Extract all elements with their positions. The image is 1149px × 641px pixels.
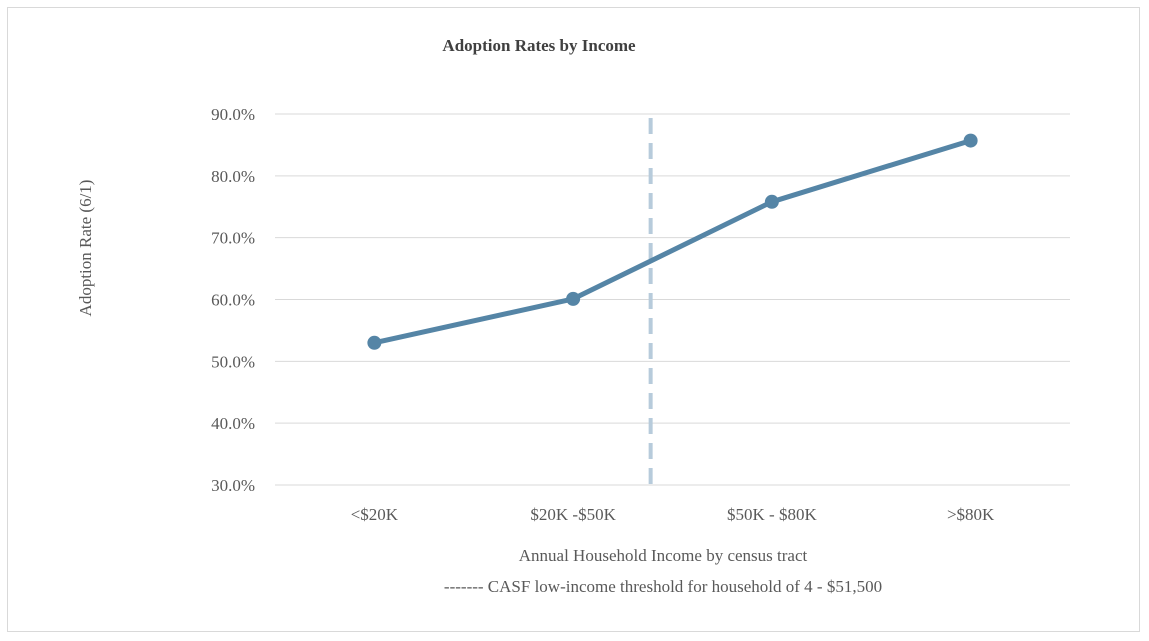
x-axis-ticks: <$20K $20K -$50K $50K - $80K >$80K bbox=[351, 505, 995, 524]
chart-frame bbox=[7, 7, 1140, 632]
x-tick-label: >$80K bbox=[947, 505, 995, 524]
y-tick-label: 30.0% bbox=[211, 476, 255, 495]
chart-title: Adoption Rates by Income bbox=[442, 36, 636, 55]
y-tick-label: 50.0% bbox=[211, 352, 255, 371]
y-tick-label: 90.0% bbox=[211, 105, 255, 124]
data-point bbox=[367, 335, 382, 350]
threshold-note: ------- CASF low-income threshold for ho… bbox=[444, 577, 882, 596]
series-line bbox=[371, 138, 974, 346]
x-tick-label: $20K -$50K bbox=[530, 505, 616, 524]
gridlines bbox=[275, 113, 1070, 486]
y-tick-label: 70.0% bbox=[211, 229, 255, 248]
data-point bbox=[566, 291, 581, 306]
series-group bbox=[367, 133, 978, 350]
y-axis-title: Adoption Rate (6/1) bbox=[76, 180, 95, 317]
data-point bbox=[764, 194, 779, 209]
x-axis-title: Annual Household Income by census tract bbox=[519, 546, 808, 565]
x-tick-label: $50K - $80K bbox=[727, 505, 817, 524]
y-axis-ticks: 30.0% 40.0% 50.0% 60.0% 70.0% 80.0% 90.0% bbox=[211, 105, 255, 495]
x-tick-label: <$20K bbox=[351, 505, 399, 524]
y-tick-label: 80.0% bbox=[211, 167, 255, 186]
data-point bbox=[963, 133, 978, 148]
y-tick-label: 60.0% bbox=[211, 291, 255, 310]
y-tick-label: 40.0% bbox=[211, 414, 255, 433]
